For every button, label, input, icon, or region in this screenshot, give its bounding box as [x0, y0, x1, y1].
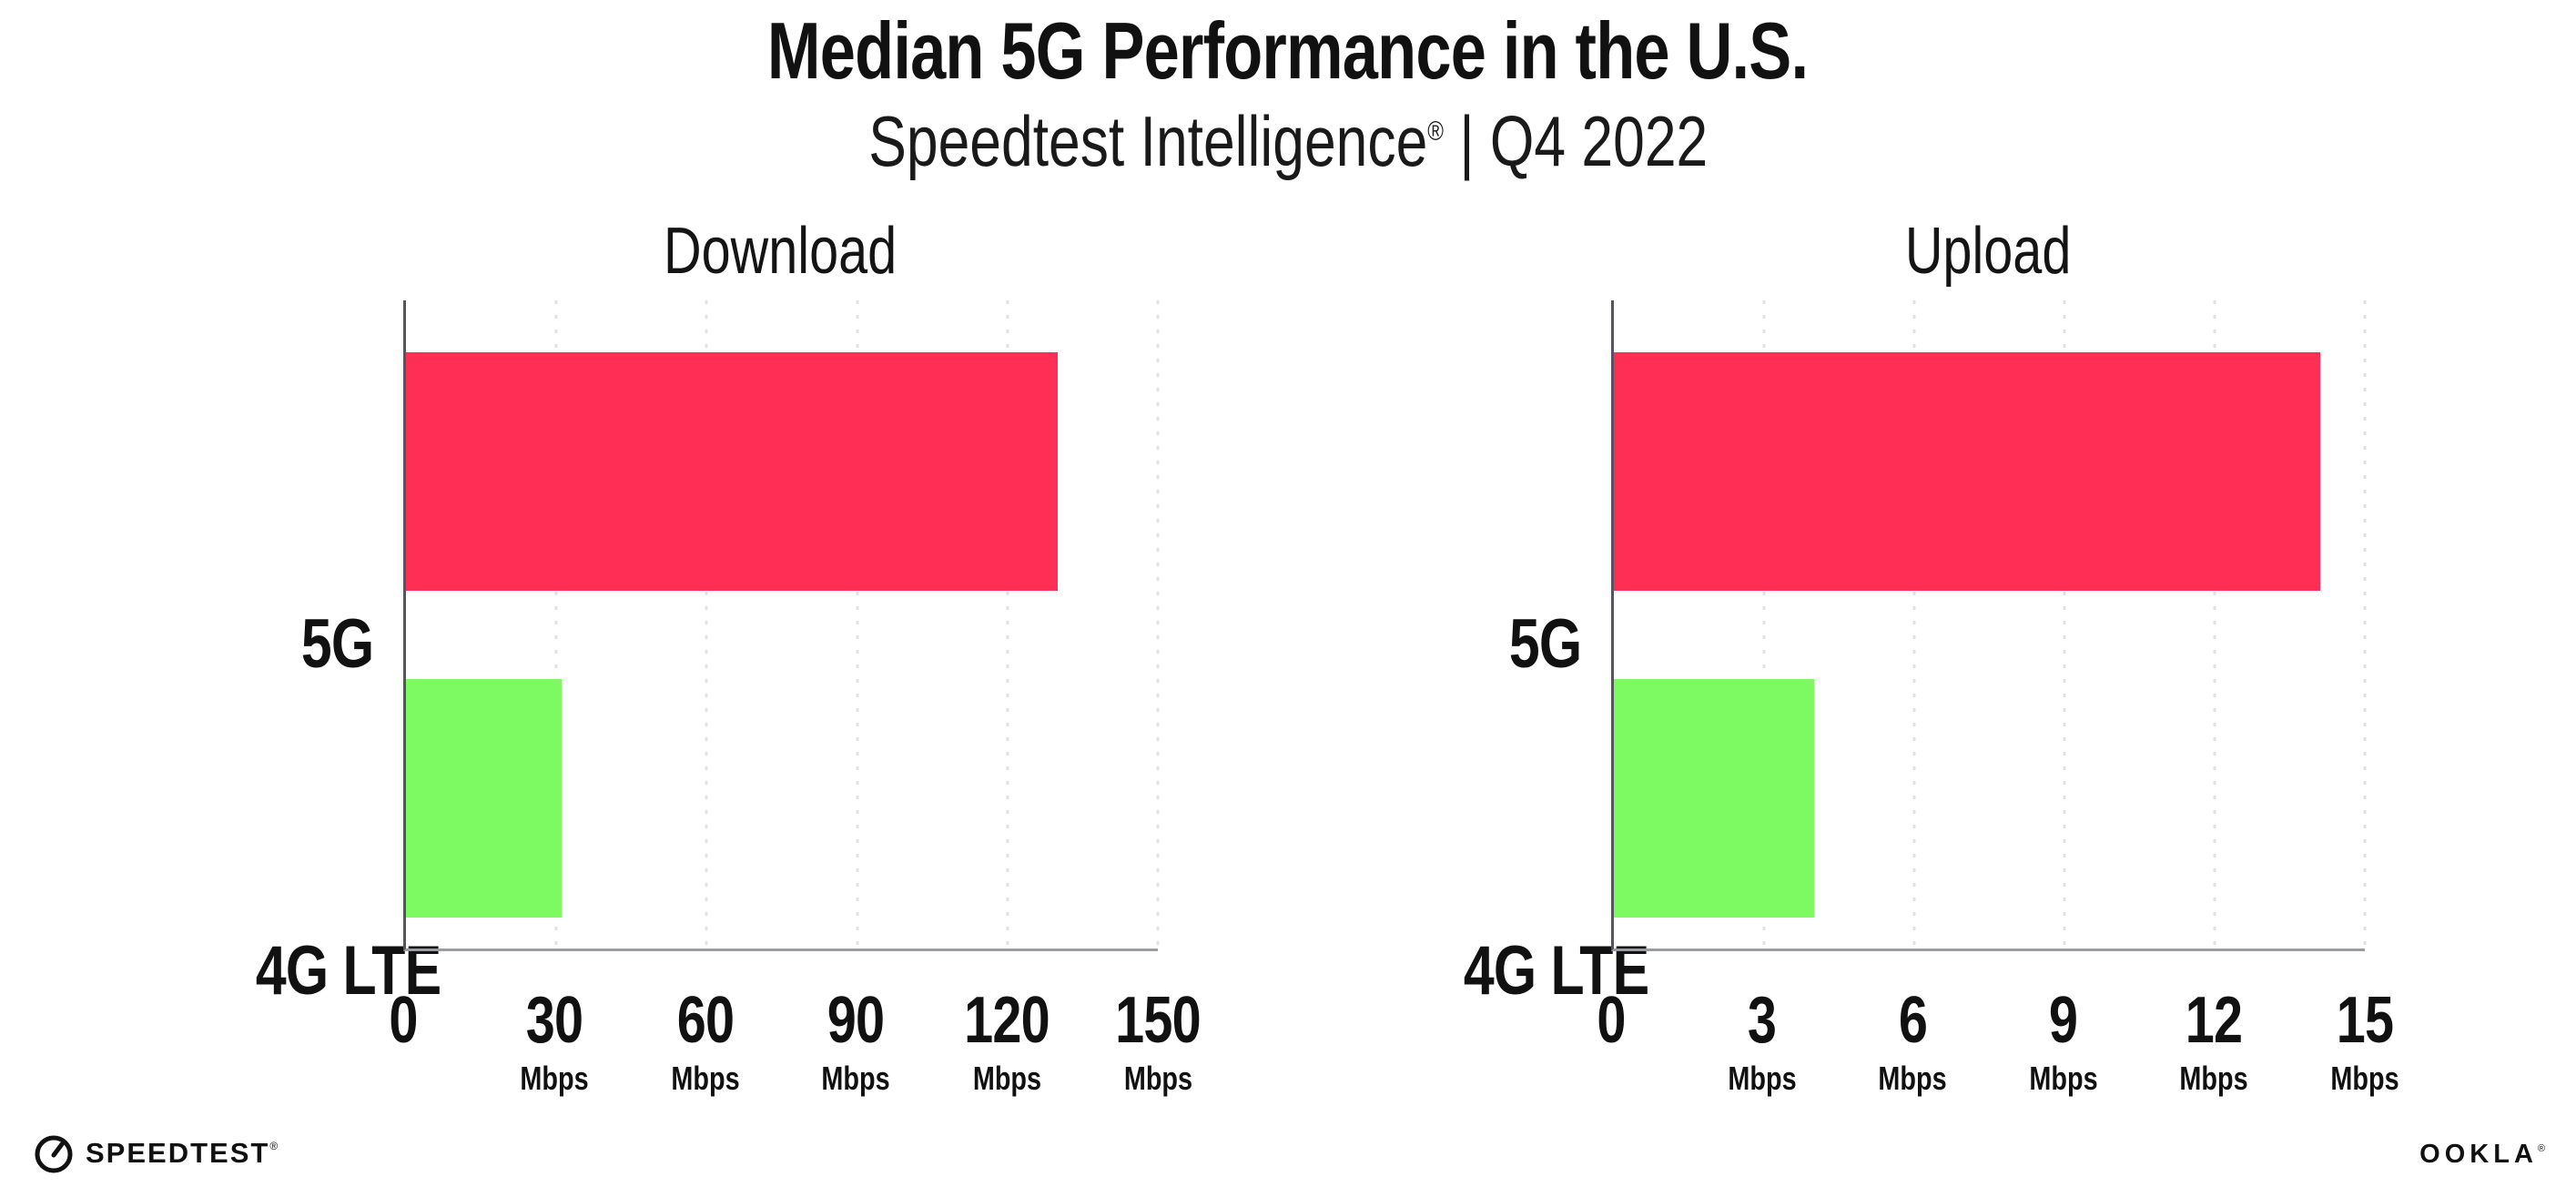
x-tick: 90 Mbps [821, 984, 890, 1097]
x-tick: 150 Mbps [1115, 984, 1202, 1097]
x-tick: 0 [389, 984, 418, 1057]
gridline [2063, 300, 2066, 948]
x-tick: 30 Mbps [520, 984, 589, 1097]
x-tick: 3 Mbps [1727, 984, 1797, 1097]
upload-chart: Upload 5G 4G LTE 0 3 Mbps [1417, 215, 2399, 1129]
bar-5g-download [406, 352, 1058, 591]
ylabel-5g: 5G [1508, 605, 1581, 683]
registered-trademark-icon: ® [269, 1140, 280, 1152]
ylabel-5g: 5G [300, 605, 373, 683]
download-chart: Download 5G 4G LTE 0 30 Mbps [209, 215, 1202, 1129]
ylabel-4g-lte: 4G LTE [1463, 932, 1649, 1009]
page-title-text: Median 5G Performance in the U.S. [767, 5, 1809, 96]
x-tick: 9 Mbps [2029, 984, 2098, 1097]
download-x-axis: 0 30 Mbps 60 Mbps 90 Mbps 120 Mbps 150 M… [389, 951, 1201, 1124]
bar-4g-lte-upload [1614, 679, 1814, 918]
upload-plot-area [1611, 300, 2367, 951]
gridline [1762, 300, 1766, 948]
x-tick: 15 Mbps [2330, 984, 2399, 1097]
x-tick: 12 Mbps [2179, 984, 2248, 1097]
ookla-logo: OOKLA® [2419, 1140, 2545, 1170]
gridline [856, 300, 859, 948]
gridline [705, 300, 708, 948]
ylabel-4g-lte: 4G LTE [255, 932, 441, 1009]
gridline [2213, 300, 2216, 948]
download-plot-area [403, 300, 1160, 951]
gridline [554, 300, 558, 948]
upload-x-axis: 0 3 Mbps 6 Mbps 9 Mbps 12 Mbps 15 Mbps [1597, 951, 2399, 1124]
speedtest-logo: SPEEDTEST® [33, 1132, 279, 1174]
x-tick: 0 [1597, 984, 1626, 1057]
page-subtitle-text: Speedtest Intelligence® | Q4 2022 [867, 101, 1708, 181]
gridline [2363, 300, 2367, 948]
registered-trademark-icon: ® [2537, 1143, 2545, 1154]
gridline [1006, 300, 1009, 948]
ookla-wordmark: OOKLA [2419, 1140, 2538, 1169]
page-title: Median 5G Performance in the U.S. [0, 11, 2576, 91]
upload-chart-title: Upload [1904, 215, 2072, 288]
x-tick: 60 Mbps [670, 984, 740, 1097]
speedtest-gauge-icon [33, 1132, 75, 1174]
x-tick: 120 Mbps [964, 984, 1050, 1097]
gridline [1912, 300, 1916, 948]
page-subtitle: Speedtest Intelligence® | Q4 2022 [0, 106, 2576, 177]
download-chart-title: Download [664, 215, 898, 288]
speedtest-wordmark: SPEEDTEST® [86, 1137, 280, 1169]
x-tick: 6 Mbps [1878, 984, 1947, 1097]
registered-trademark-icon: ® [1427, 117, 1444, 147]
bar-5g-upload [1614, 352, 2320, 591]
bar-4g-lte-download [406, 679, 562, 918]
gridline [1156, 300, 1160, 948]
